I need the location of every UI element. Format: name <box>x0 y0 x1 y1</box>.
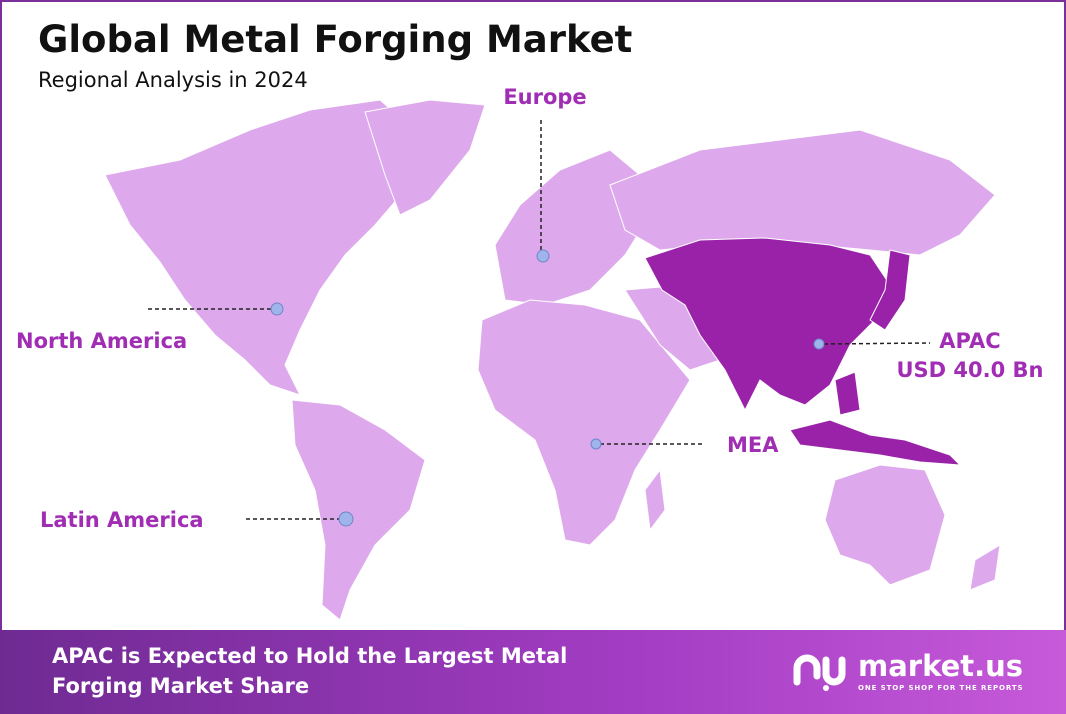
subtitle: Regional Analysis in 2024 <box>38 68 308 92</box>
marker <box>590 438 602 450</box>
marker <box>270 302 284 316</box>
footer-text: Forging Market Share <box>52 674 309 698</box>
title: Global Metal Forging Market <box>38 18 632 61</box>
region-value: USD 40.0 Bn <box>897 358 1044 382</box>
leader-line <box>823 342 931 345</box>
region-label: APAC <box>939 329 1000 353</box>
region-label: MEA <box>727 433 779 457</box>
region-label: Europe <box>503 85 586 109</box>
world-map <box>104 99 1001 621</box>
marker <box>338 511 354 527</box>
footer-text: APAC is Expected to Hold the Largest Met… <box>52 644 567 668</box>
footer-band <box>0 630 1066 714</box>
logo-icon <box>793 654 846 691</box>
region-label: Latin America <box>40 508 204 532</box>
logo-tagline: ONE STOP SHOP FOR THE REPORTS <box>858 684 1023 692</box>
marker <box>536 249 550 263</box>
marker <box>813 338 825 350</box>
region-label: North America <box>16 329 187 353</box>
logo-text: market.us <box>858 649 1023 683</box>
